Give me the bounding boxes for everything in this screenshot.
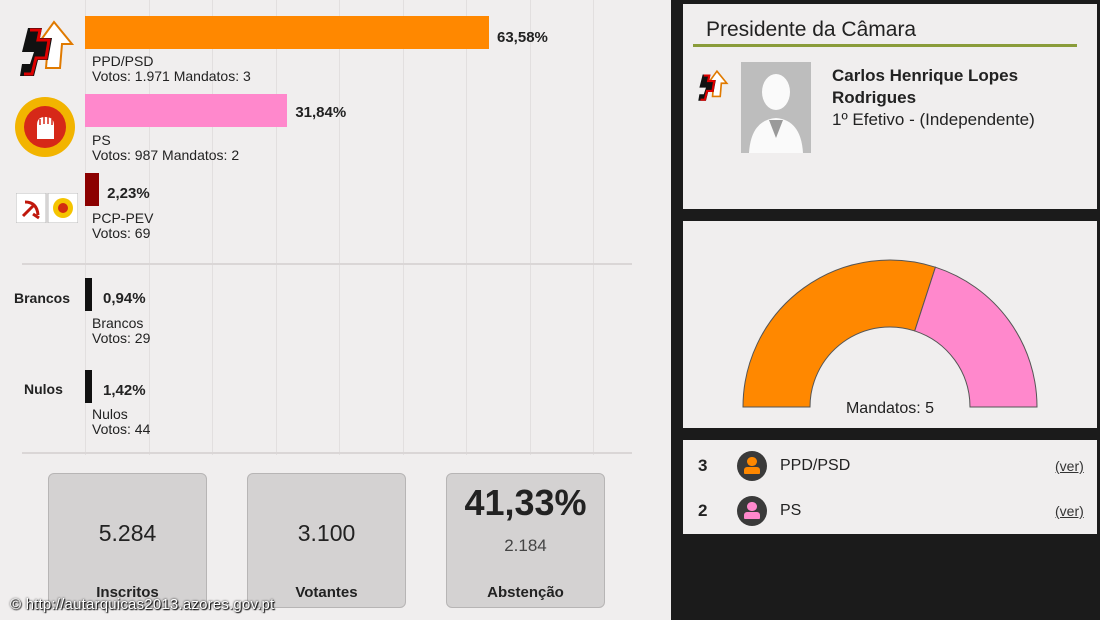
brancos-side-label: Brancos [14,290,71,306]
gridline [466,0,467,455]
pcp-pev-logo-icon [16,193,78,223]
abstencao-label: Abstenção [487,584,564,601]
source-footer: © http://autarquicas2013.azores.gov.pt [10,596,275,613]
party-name: PCP-PEV [92,210,154,226]
gauge-segment-ppdpsd [742,259,937,408]
title-underline [693,44,1077,47]
president-name-line1: Carlos Henrique Lopes [832,66,1019,85]
mandatos-label: Mandatos: 5 [845,400,935,417]
seat-party-name: PPD/PSD [780,457,851,474]
votantes-box: 3.100 Votantes [247,473,406,608]
inscritos-label: Inscritos [96,584,159,601]
gridline [149,0,150,455]
bar-percentage: 63,58% [497,29,548,46]
inscritos-box: 5.284 Inscritos [48,473,207,608]
abstencao-count: 2.184 [504,536,547,555]
president-title: Presidente da Câmara [706,18,917,41]
divider [22,263,632,265]
ps-fist-logo-icon [15,97,75,157]
seat-count: 3 [698,456,708,475]
party-votes: Votos: 987 Mandatos: 2 [92,147,240,163]
nulos-name: Nulos [92,406,128,422]
bar-percentage: 31,84% [295,104,347,121]
divider [22,452,632,454]
gridline [339,0,340,455]
seat-party-name: PS [780,502,802,519]
president-photo-placeholder [741,62,811,153]
party-votes: Votos: 1.971 Mandatos: 3 [92,68,251,84]
bar-brancos [85,278,92,311]
brancos-votes: Votos: 29 [92,330,151,346]
president-role: 1º Efetivo - (Independente) [832,110,1035,129]
psd-small-logo-icon [698,69,729,101]
ver-psd-link[interactable]: (ver) [1055,458,1084,474]
gridline [593,0,594,455]
bar-pcp-pev [85,173,100,206]
gridline [276,0,277,455]
bar-ps [85,94,288,127]
president-panel: Presidente da Câmara Carlos Henrique Lop… [683,4,1097,209]
results-panel: 63,58% PPD/PSD Votos: 1.971 Mandatos: 3 … [0,0,671,620]
bar-percentage: 1,42% [103,382,146,399]
gridline [530,0,531,455]
nulos-side-label: Nulos [24,381,63,397]
bar-ppd-psd [85,16,489,49]
president-name-line2: Rodrigues [832,88,917,107]
inscritos-value: 5.284 [98,520,157,546]
abstencao-box: 41,33% 2.184 Abstenção [446,473,605,608]
votantes-value: 3.100 [297,520,356,546]
seat-list-panel: 3 PPD/PSD (ver) 2 PS (ver) [683,440,1097,534]
mandatos-gauge [742,259,1038,408]
seat-count: 2 [698,501,708,520]
ver-ps-link[interactable]: (ver) [1055,503,1084,519]
nulos-votes: Votos: 44 [92,421,151,437]
party-seat-avatar-icon [737,451,767,481]
bar-nulos [85,370,92,403]
gridline [212,0,213,455]
party-seat-avatar-icon [737,496,767,526]
abstencao-percentage: 41,33% [464,482,587,523]
gridline [85,0,86,455]
gridline [403,0,404,455]
party-name: PS [92,132,111,148]
brancos-name: Brancos [92,315,144,331]
bar-percentage: 2,23% [107,185,150,202]
party-name: PPD/PSD [92,53,154,69]
bar-percentage: 0,94% [103,290,146,307]
psd-logo-icon [20,20,75,76]
party-votes: Votos: 69 [92,225,151,241]
votantes-label: Votantes [295,584,358,601]
gauge-segment-ps [914,266,1038,408]
mandatos-panel: Mandatos: 5 [683,221,1097,428]
